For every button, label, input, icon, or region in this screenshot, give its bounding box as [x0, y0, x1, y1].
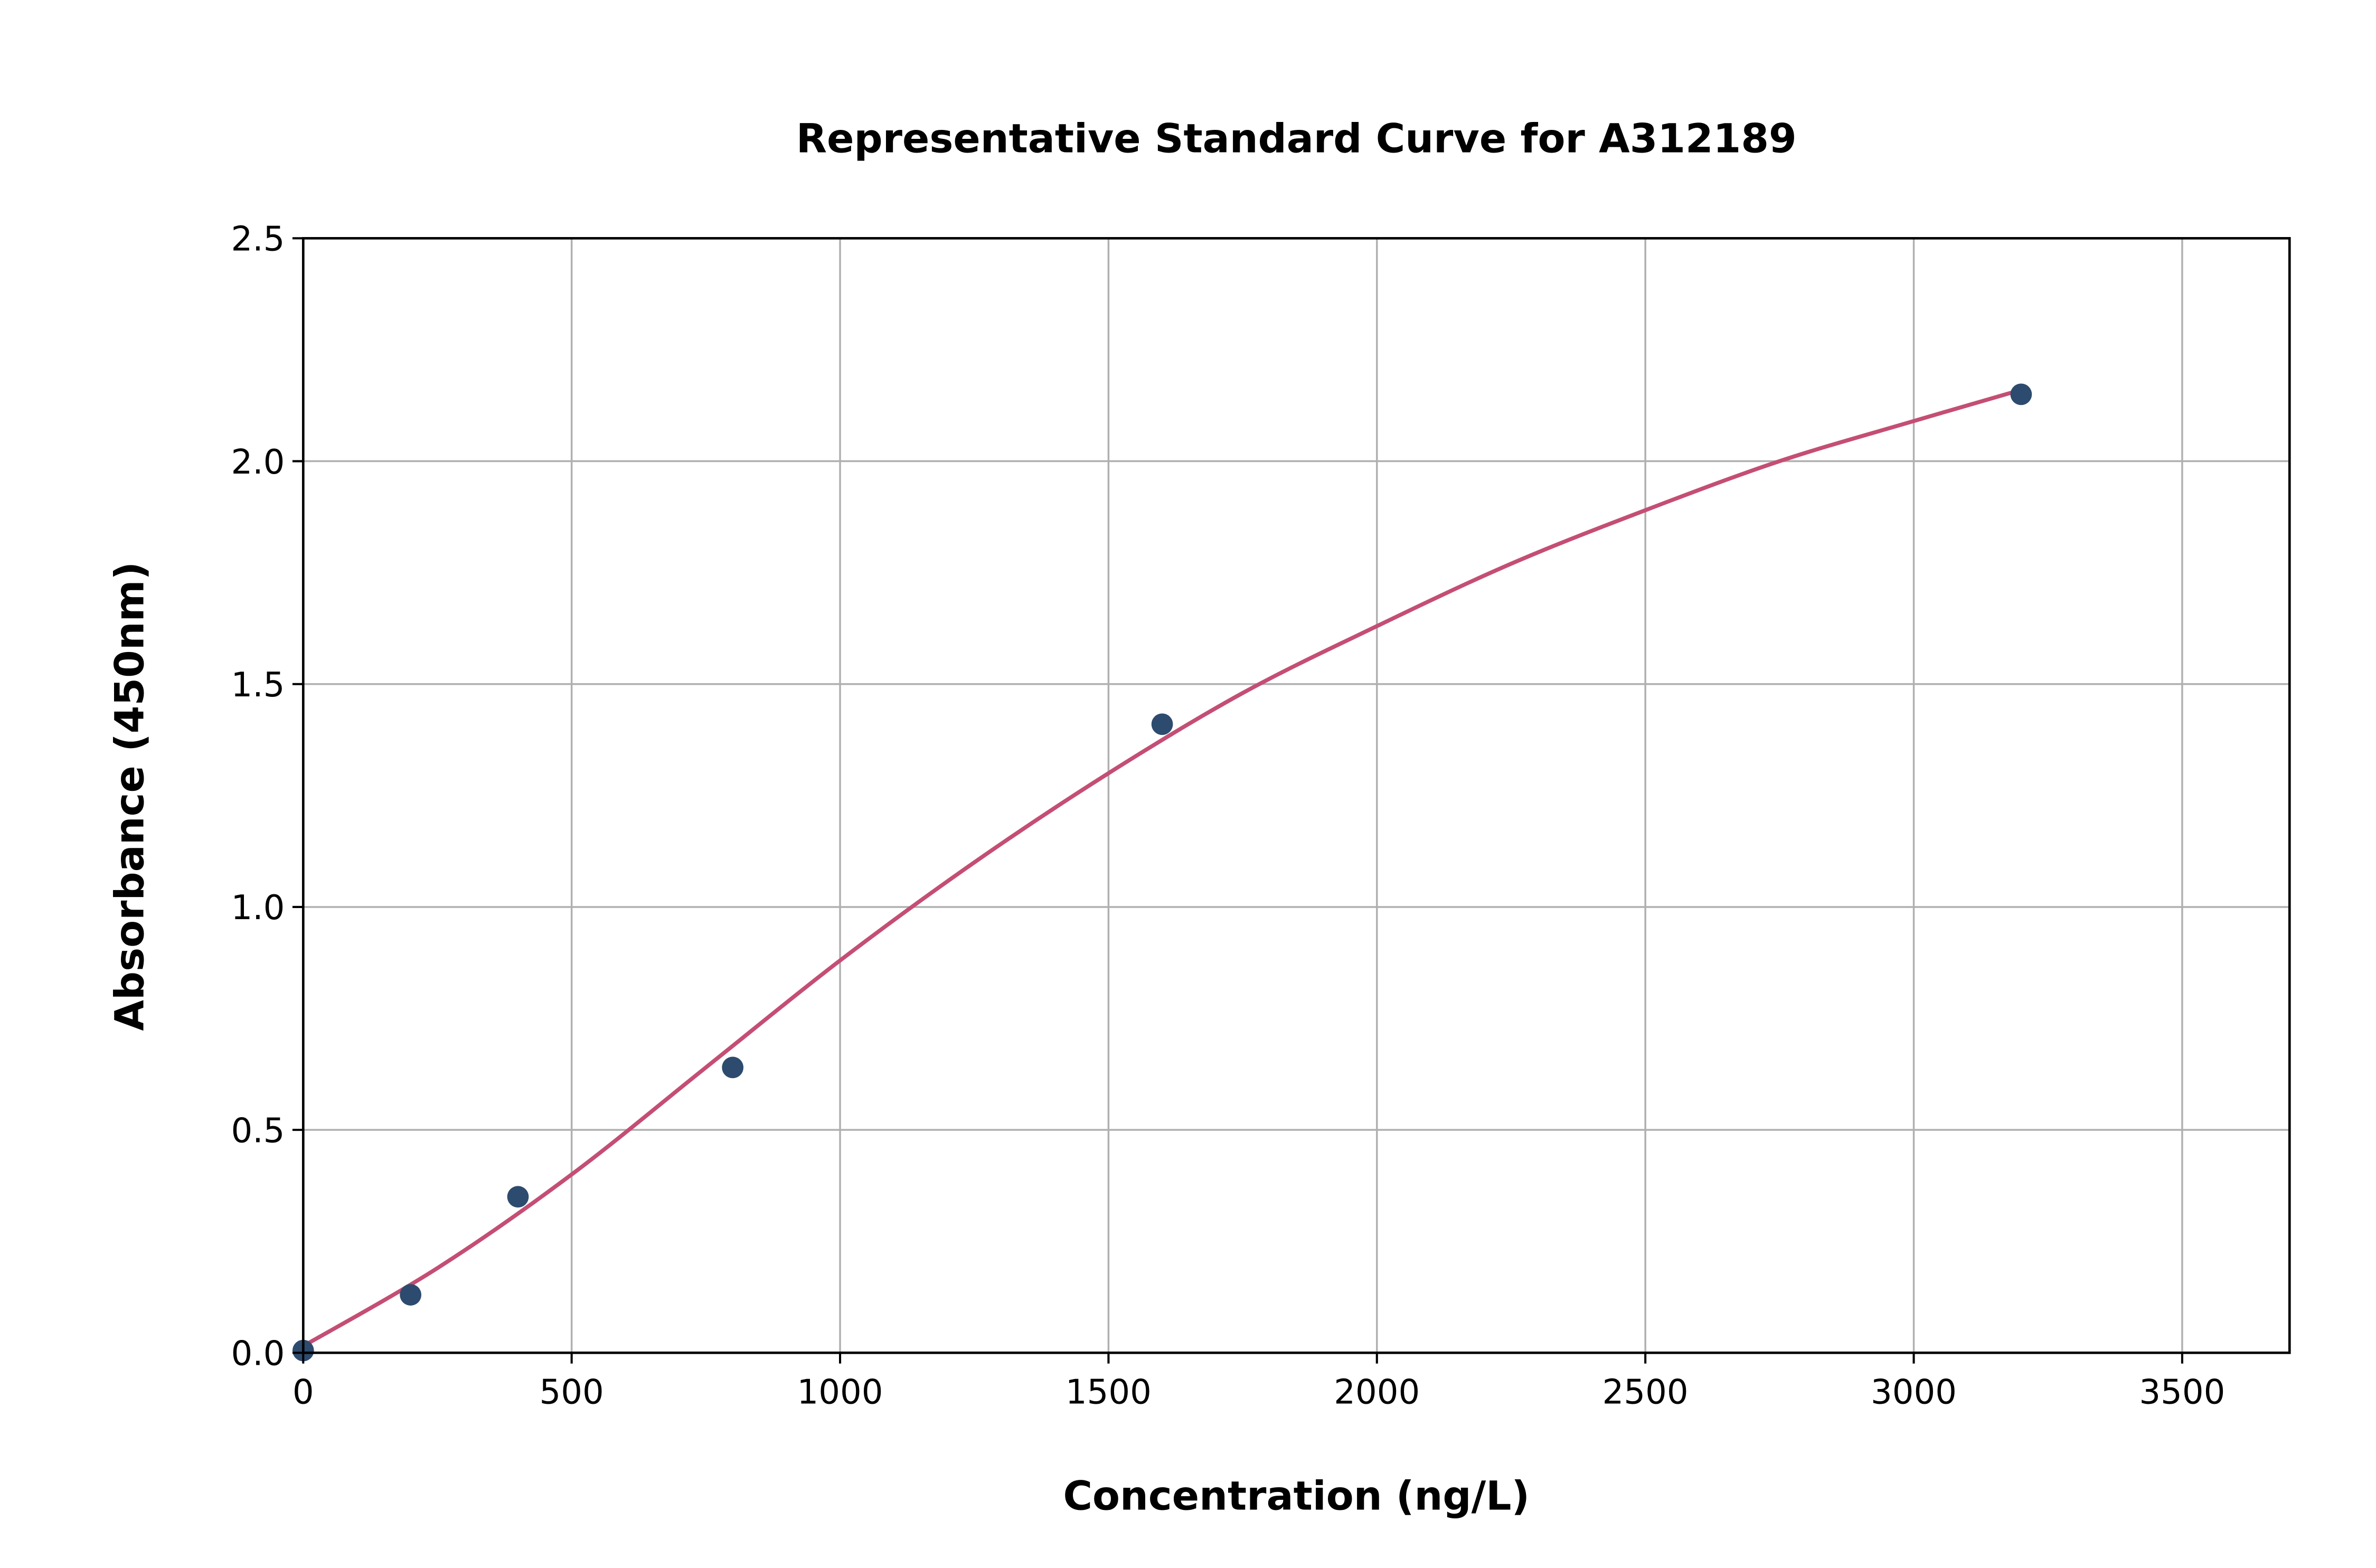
x-tick-label: 0: [293, 1373, 314, 1412]
grid: [302, 237, 2290, 1354]
data-point: [400, 1284, 422, 1306]
y-tick-label: 1.5: [231, 666, 285, 705]
y-axis-ticks: 0.0 0.5 1.0 1.5 2.0 2.5: [231, 220, 304, 1374]
y-tick-label: 0.0: [231, 1335, 285, 1374]
data-point: [722, 1056, 744, 1079]
data-point: [507, 1186, 529, 1208]
fit-curve-line: [302, 388, 2022, 1348]
plot-frame: [301, 237, 2291, 1354]
x-tick-label: 2000: [1334, 1373, 1420, 1412]
y-tick-label: 2.5: [231, 220, 285, 259]
x-axis-label: Concentration (ng/L): [1063, 1472, 1530, 1519]
data-point: [2010, 383, 2032, 405]
x-tick-label: 3500: [2139, 1373, 2225, 1412]
x-tick-label: 1000: [797, 1373, 883, 1412]
y-tick-label: 1.0: [231, 889, 285, 928]
fit-curve-layer: [302, 388, 2022, 1348]
y-tick-label: 2.0: [231, 443, 285, 482]
data-points-layer: [292, 383, 2032, 1362]
x-axis-ticks: 0 500 1000 1500 2000 2500 3000 3500: [293, 1353, 2225, 1412]
data-point: [1151, 713, 1173, 735]
chart-title: Representative Standard Curve for A31218…: [796, 115, 1797, 162]
x-tick-label: 2500: [1602, 1373, 1689, 1412]
y-axis-label: Absorbance (450nm): [106, 562, 153, 1031]
x-tick-label: 1500: [1066, 1373, 1152, 1412]
x-tick-label: 500: [540, 1373, 604, 1412]
y-tick-label: 0.5: [231, 1111, 285, 1150]
x-tick-label: 3000: [1871, 1373, 1957, 1412]
